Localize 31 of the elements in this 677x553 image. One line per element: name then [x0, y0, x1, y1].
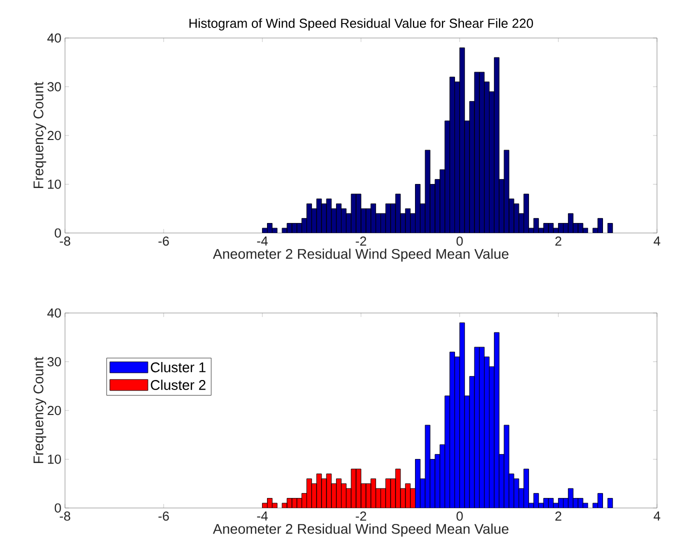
- y-tick-label: 30: [48, 82, 61, 92]
- y-tick-label: 20: [48, 130, 61, 140]
- x-tick-label: 0: [456, 236, 463, 246]
- x-axis-title: Aneometer 2 Residual Wind Speed Mean Value: [212, 524, 508, 537]
- y-tick-label: 40: [47, 33, 61, 43]
- y-tick-label: 0: [54, 228, 61, 238]
- y-tick-label: 30: [48, 357, 61, 366]
- x-tick-label: 2: [555, 512, 562, 521]
- x-tick-label: -2: [356, 236, 366, 246]
- x-tick-label: -8: [60, 236, 70, 246]
- x-axis-title: Aneometer 2 Residual Wind Speed Mean Value: [212, 248, 508, 262]
- x-tick-label: 0: [456, 512, 463, 521]
- y-tick-label: 10: [48, 180, 61, 189]
- x-tick-label: -4: [257, 236, 268, 246]
- y-tick-label: 10: [48, 454, 61, 464]
- legend-label: Cluster 1: [150, 362, 206, 372]
- x-tick-label: 2: [555, 236, 562, 246]
- y-tick-label: 0: [54, 503, 61, 513]
- y-tick-label: 20: [48, 406, 61, 416]
- x-tick-label: -4: [257, 512, 268, 520]
- x-tick-label: -2: [356, 512, 366, 521]
- chart-title: Histogram of Wind Speed Residual Value for Shear File 220: [189, 18, 534, 30]
- x-tick-label: 4: [654, 236, 660, 246]
- x-tick-label: -6: [158, 512, 169, 521]
- y-axis-title: Frequency Count: [33, 356, 46, 464]
- legend-label: Cluster 2: [150, 380, 206, 390]
- x-tick-label: -6: [158, 236, 169, 246]
- x-tick-label: 4: [654, 512, 660, 520]
- x-tick-label: -8: [60, 512, 70, 521]
- y-tick-label: 40: [47, 308, 61, 318]
- y-axis-title: Frequency Count: [33, 82, 46, 188]
